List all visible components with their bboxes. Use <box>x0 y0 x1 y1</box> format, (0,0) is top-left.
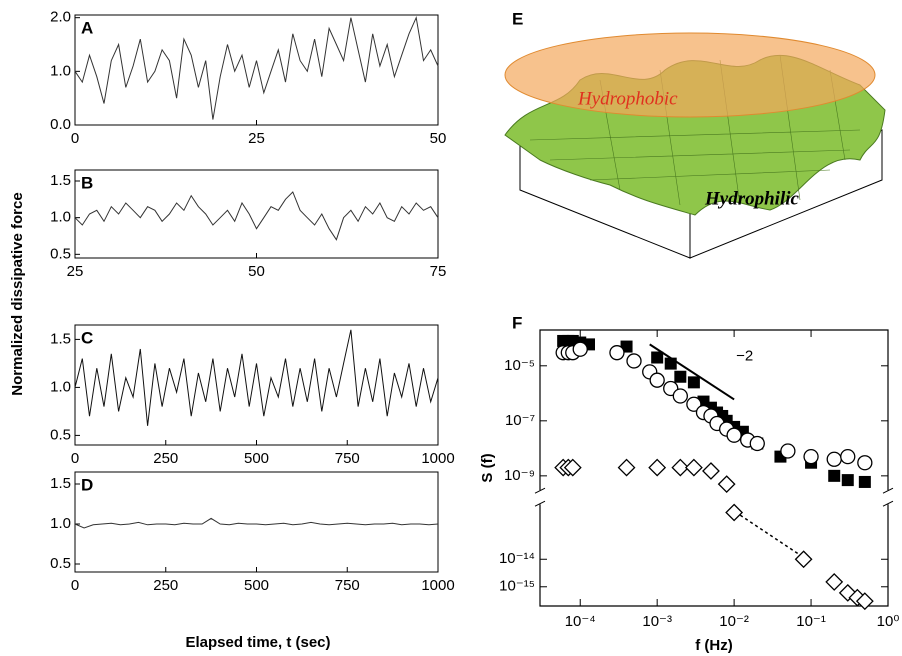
y-tick-label: 10⁻⁷ <box>505 412 535 429</box>
diamond-point <box>825 573 844 591</box>
y-tick-label: 1.0 <box>50 209 71 226</box>
axis-break <box>882 487 894 507</box>
plot-frame <box>74 14 439 126</box>
y-tick-label: 1.0 <box>50 62 71 79</box>
y-tick-label: 10⁻⁹ <box>504 467 535 484</box>
x-tick-label: 0 <box>71 130 79 147</box>
square-point <box>828 469 841 482</box>
panel-letter: A <box>81 18 93 37</box>
circle-point <box>826 451 842 467</box>
lower-label: Hydrophilic <box>704 188 800 209</box>
shared-x-label: Elapsed time, t (sec) <box>185 634 330 651</box>
signal-line <box>74 191 439 241</box>
circle-point <box>726 427 742 443</box>
square-point <box>841 474 854 487</box>
x-tick-label: 10⁻¹ <box>796 613 826 630</box>
y-tick-label: 0.0 <box>50 116 71 133</box>
x-tick-label: 1000 <box>421 577 454 594</box>
diamond-point <box>648 458 667 477</box>
signal-line <box>74 329 439 426</box>
circle-point <box>780 443 796 459</box>
x-tick-label: 0 <box>71 450 79 467</box>
signal-line <box>74 15 439 120</box>
circle-point <box>672 388 688 404</box>
x-tick-label: 750 <box>335 450 360 467</box>
diamond-point <box>855 592 874 611</box>
upper-label: Hydrophobic <box>577 88 678 109</box>
plot-frame <box>539 329 889 607</box>
circle-point <box>626 353 642 369</box>
diamond-point <box>725 503 744 522</box>
x-tick-label: 10⁻⁴ <box>565 613 596 630</box>
y-tick-label: 1.0 <box>50 515 71 532</box>
diamond-point <box>617 458 636 477</box>
y-tick-label: 10⁻¹⁵ <box>499 578 535 595</box>
x-tick-label: 75 <box>430 263 447 280</box>
circle-point <box>649 372 665 388</box>
circle-point <box>803 448 819 465</box>
circle-point <box>572 341 588 357</box>
circle-point <box>609 345 625 361</box>
surface-mesh <box>529 54 861 206</box>
square-point <box>687 376 700 389</box>
square-point <box>651 351 664 364</box>
x-tick-label: 10⁻² <box>719 613 749 630</box>
x-tick-label: 750 <box>335 577 360 594</box>
y-axis-label: S (f) <box>479 453 496 482</box>
y-tick-label: 0.5 <box>50 555 71 572</box>
circle-point <box>840 448 856 465</box>
panel-letter: B <box>81 173 93 192</box>
x-tick-label: 50 <box>248 263 265 280</box>
y-tick-label: 0.5 <box>50 426 71 443</box>
x-axis-label: f (Hz) <box>695 637 733 654</box>
plot-frame <box>74 169 439 259</box>
plot-frame <box>74 471 439 573</box>
diamond-point <box>684 458 703 477</box>
diamond-point <box>717 475 736 494</box>
x-tick-label: 1000 <box>421 450 454 467</box>
axis-break <box>534 487 546 507</box>
x-tick-label: 25 <box>67 263 84 280</box>
signal-line <box>74 517 439 529</box>
shared-y-label: Normalized dissipative force <box>9 192 26 395</box>
y-tick-label: 1.5 <box>50 475 71 492</box>
x-tick-label: 25 <box>248 130 265 147</box>
y-tick-label: 1.0 <box>50 378 71 395</box>
slope-label: −2 <box>736 347 753 364</box>
slope-line <box>649 343 735 401</box>
y-tick-label: 10⁻¹⁴ <box>499 550 535 567</box>
x-tick-label: 0 <box>71 577 79 594</box>
circle-point <box>686 396 702 412</box>
hydrophobic-plane <box>504 32 876 118</box>
fit-line <box>739 514 800 556</box>
circle-point <box>857 455 873 471</box>
x-tick-label: 50 <box>430 130 447 147</box>
diamond-point <box>671 458 690 477</box>
x-tick-label: 500 <box>244 577 269 594</box>
diamond-point <box>794 550 813 569</box>
y-tick-label: 2.0 <box>50 9 71 26</box>
surface-panel: Hydrophobic Hydrophilic E <box>504 9 886 259</box>
x-tick-label: 10⁰ <box>877 613 900 630</box>
panel-letter: F <box>512 313 522 332</box>
y-tick-label: 10⁻⁵ <box>504 357 535 374</box>
x-tick-label: 250 <box>153 450 178 467</box>
panel-letter: C <box>81 328 93 347</box>
y-tick-label: 1.5 <box>50 172 71 189</box>
y-tick-label: 1.5 <box>50 330 71 347</box>
x-tick-label: 10⁻³ <box>642 613 672 630</box>
panel-letter: E <box>512 9 523 28</box>
x-tick-label: 250 <box>153 577 178 594</box>
circle-point <box>749 435 765 452</box>
square-point <box>674 370 687 383</box>
square-point <box>858 475 871 488</box>
y-tick-label: 0.5 <box>50 245 71 262</box>
diamond-point <box>563 458 582 477</box>
diamond-point <box>702 462 720 480</box>
x-tick-label: 500 <box>244 450 269 467</box>
square-point <box>664 357 677 370</box>
panel-letter: D <box>81 475 93 494</box>
